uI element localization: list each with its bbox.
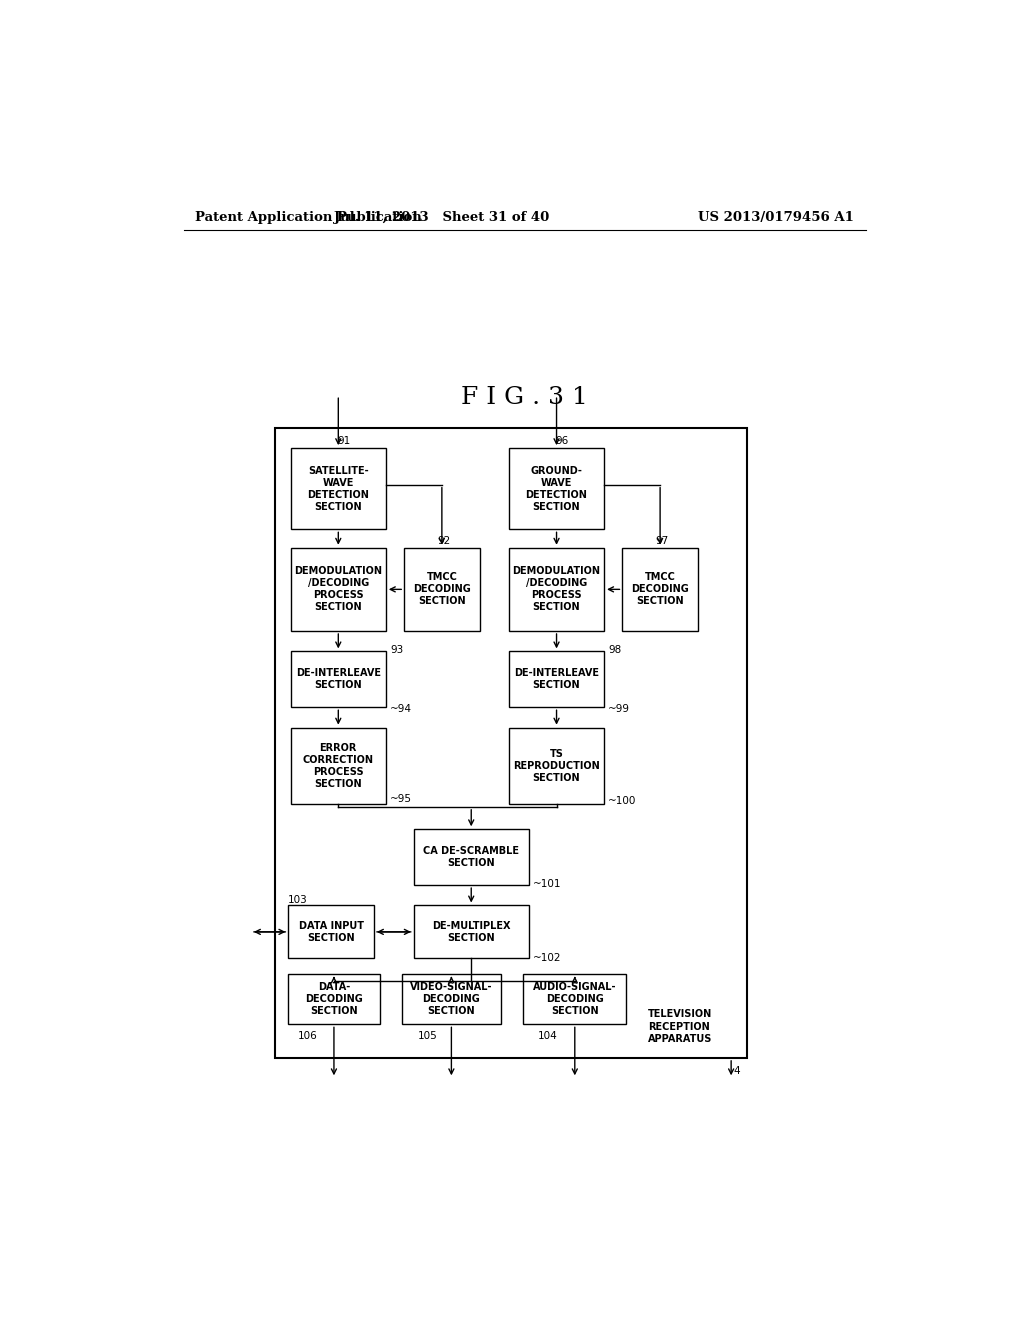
Text: GROUND-
WAVE
DETECTION
SECTION: GROUND- WAVE DETECTION SECTION [525, 466, 588, 512]
FancyBboxPatch shape [291, 651, 386, 708]
Text: 97: 97 [655, 536, 669, 545]
FancyBboxPatch shape [414, 906, 528, 958]
FancyBboxPatch shape [289, 906, 374, 958]
FancyBboxPatch shape [401, 974, 501, 1024]
Text: ~99: ~99 [608, 705, 630, 714]
Text: Jul. 11, 2013   Sheet 31 of 40: Jul. 11, 2013 Sheet 31 of 40 [334, 211, 549, 224]
Text: 96: 96 [555, 436, 568, 446]
Text: VIDEO-SIGNAL-
DECODING
SECTION: VIDEO-SIGNAL- DECODING SECTION [411, 982, 493, 1016]
Text: ~95: ~95 [390, 793, 412, 804]
Text: 105: 105 [418, 1031, 437, 1040]
FancyBboxPatch shape [523, 974, 627, 1024]
Text: ~94: ~94 [390, 705, 412, 714]
Text: DE-MULTIPLEX
SECTION: DE-MULTIPLEX SECTION [432, 921, 511, 942]
FancyBboxPatch shape [623, 548, 697, 631]
FancyBboxPatch shape [289, 974, 380, 1024]
FancyBboxPatch shape [414, 829, 528, 886]
Text: 4: 4 [733, 1067, 740, 1076]
Text: DE-INTERLEAVE
SECTION: DE-INTERLEAVE SECTION [296, 668, 381, 690]
Text: DEMODULATION
/DECODING
PROCESS
SECTION: DEMODULATION /DECODING PROCESS SECTION [294, 566, 382, 612]
FancyBboxPatch shape [509, 727, 604, 804]
Text: CA DE-SCRAMBLE
SECTION: CA DE-SCRAMBLE SECTION [423, 846, 519, 869]
Text: TMCC
DECODING
SECTION: TMCC DECODING SECTION [413, 573, 471, 606]
FancyBboxPatch shape [509, 447, 604, 529]
Text: DEMODULATION
/DECODING
PROCESS
SECTION: DEMODULATION /DECODING PROCESS SECTION [513, 566, 600, 612]
Text: F I G . 3 1: F I G . 3 1 [462, 385, 588, 409]
Text: DATA INPUT
SECTION: DATA INPUT SECTION [299, 921, 364, 942]
Text: ~101: ~101 [532, 879, 561, 890]
Text: 91: 91 [338, 436, 351, 446]
Text: 98: 98 [608, 645, 622, 655]
Text: TMCC
DECODING
SECTION: TMCC DECODING SECTION [631, 573, 689, 606]
Text: DATA-
DECODING
SECTION: DATA- DECODING SECTION [305, 982, 362, 1016]
Text: Patent Application Publication: Patent Application Publication [196, 211, 422, 224]
FancyBboxPatch shape [509, 651, 604, 708]
Text: DE-INTERLEAVE
SECTION: DE-INTERLEAVE SECTION [514, 668, 599, 690]
Text: ERROR
CORRECTION
PROCESS
SECTION: ERROR CORRECTION PROCESS SECTION [303, 743, 374, 788]
FancyBboxPatch shape [291, 727, 386, 804]
Text: 104: 104 [538, 1031, 557, 1040]
Text: 103: 103 [289, 895, 308, 906]
FancyBboxPatch shape [404, 548, 479, 631]
Text: 92: 92 [437, 536, 451, 545]
FancyBboxPatch shape [291, 447, 386, 529]
Text: 93: 93 [390, 645, 403, 655]
Text: TS
REPRODUCTION
SECTION: TS REPRODUCTION SECTION [513, 748, 600, 783]
Text: US 2013/0179456 A1: US 2013/0179456 A1 [698, 211, 854, 224]
Text: TELEVISION
RECEPTION
APPARATUS: TELEVISION RECEPTION APPARATUS [648, 1008, 712, 1044]
Text: ~100: ~100 [608, 796, 637, 805]
Text: SATELLITE-
WAVE
DETECTION
SECTION: SATELLITE- WAVE DETECTION SECTION [307, 466, 370, 512]
Text: AUDIO-SIGNAL-
DECODING
SECTION: AUDIO-SIGNAL- DECODING SECTION [534, 982, 616, 1016]
FancyBboxPatch shape [509, 548, 604, 631]
FancyBboxPatch shape [291, 548, 386, 631]
Text: 106: 106 [298, 1031, 317, 1040]
Text: ~102: ~102 [532, 953, 561, 964]
